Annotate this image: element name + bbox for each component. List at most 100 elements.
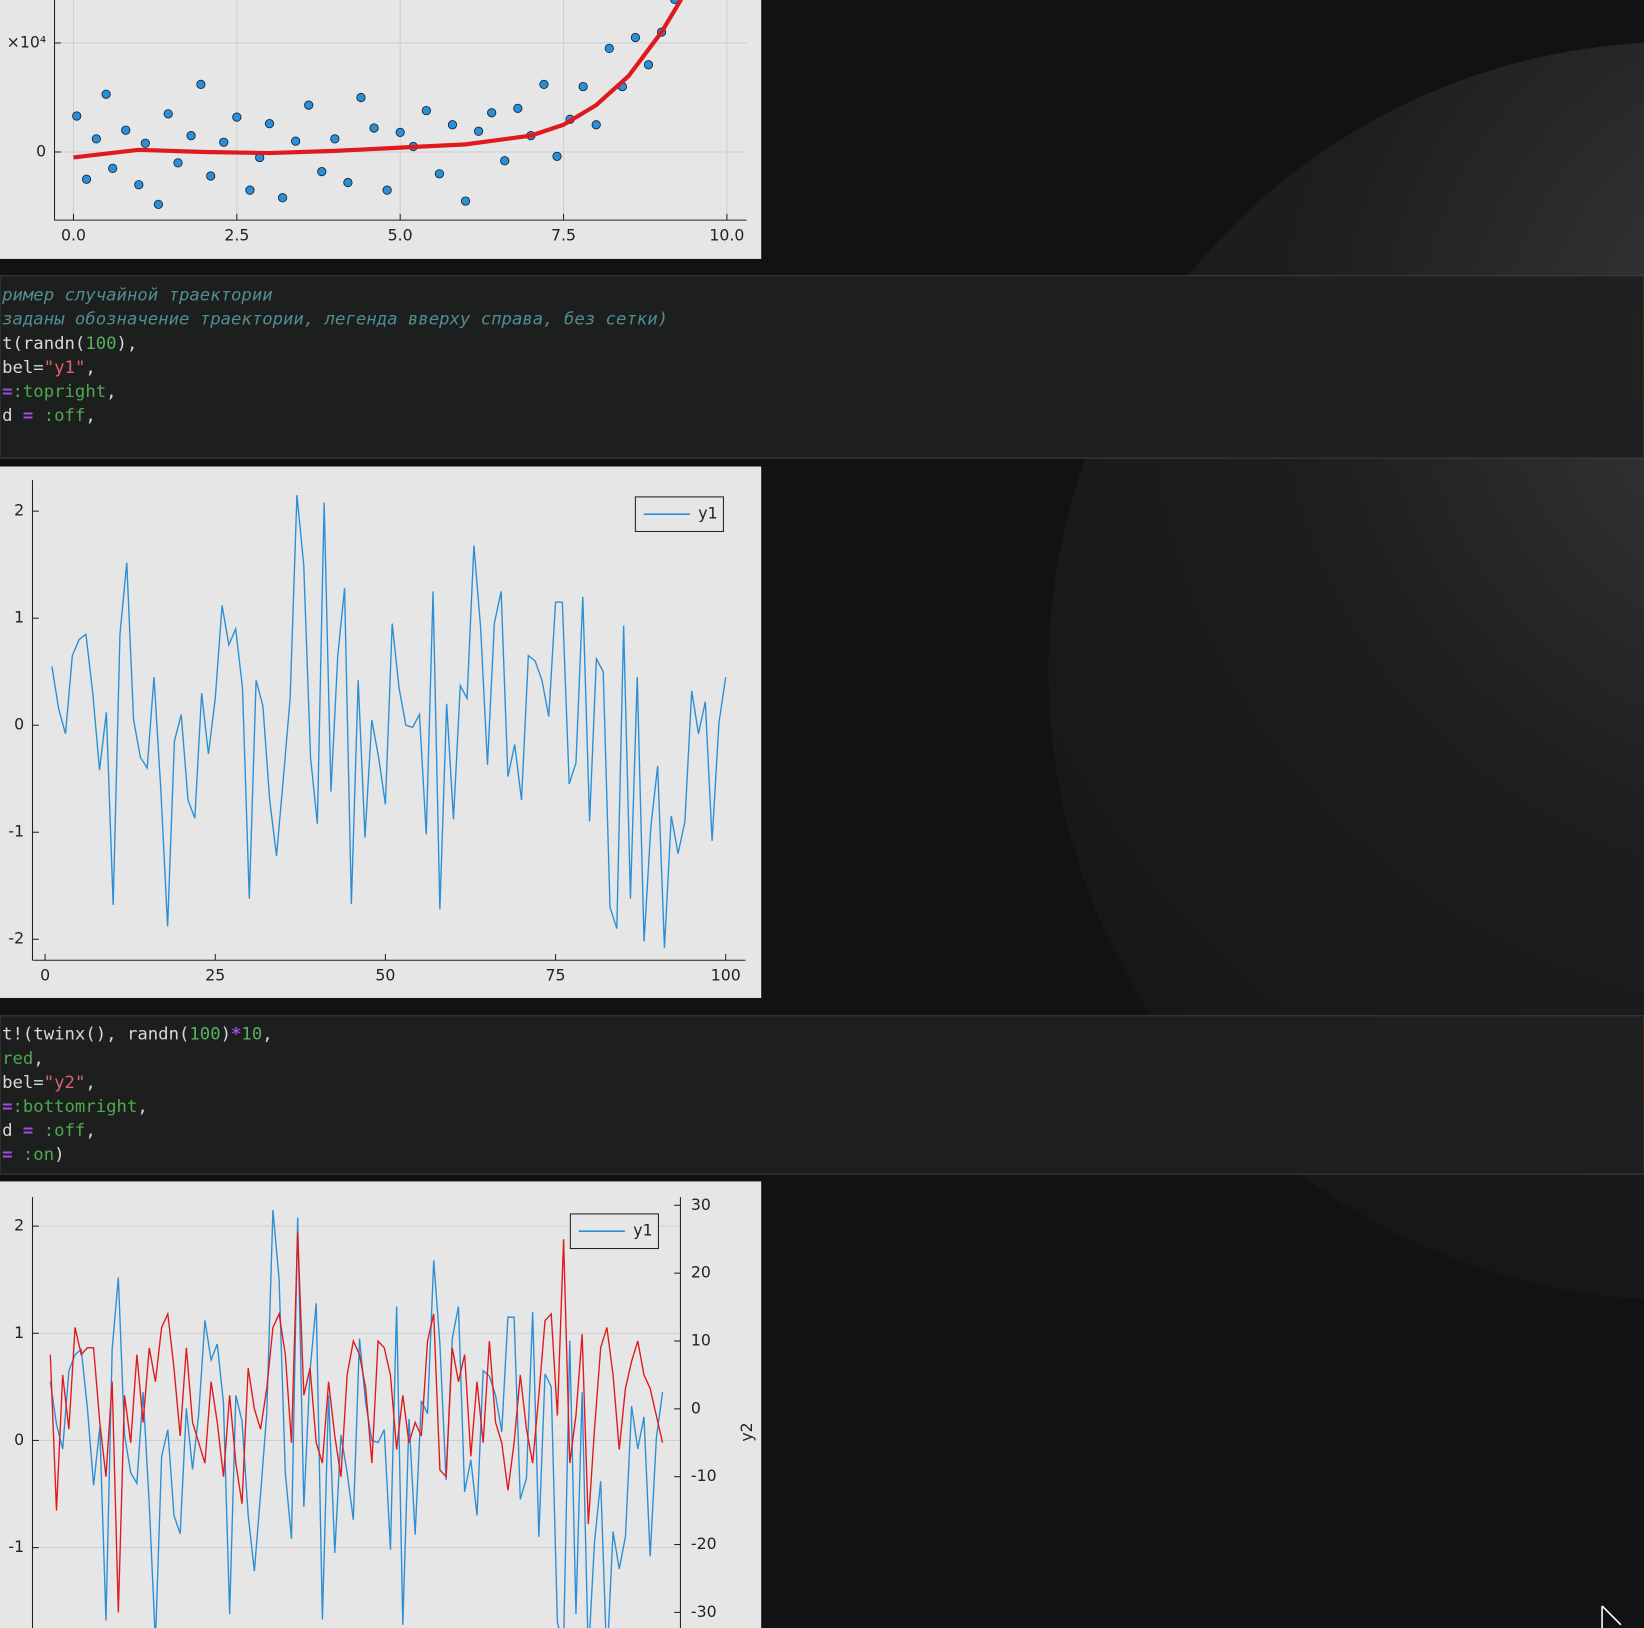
line-series	[51, 495, 727, 948]
scatter-point	[539, 79, 549, 90]
scatter-point	[630, 32, 641, 43]
code-token: =	[23, 1121, 33, 1141]
code-line: bel="y1",	[2, 358, 96, 378]
scatter-point	[356, 92, 366, 103]
code-token: )	[54, 1145, 64, 1165]
x-tick-label: 2.5	[224, 225, 249, 244]
code-token: t!(twinx(), randn(	[2, 1025, 189, 1045]
code-token: :off	[33, 1121, 85, 1141]
scatter-point	[317, 167, 327, 177]
code-token: заданы обозначение траектории, легенда в…	[2, 310, 668, 330]
plot-panel	[0, 1181, 762, 1628]
code-token: )	[221, 1025, 231, 1045]
y2-tick-label: -30	[691, 1602, 717, 1621]
code-token: :bottomright	[13, 1097, 138, 1117]
x-tick-label: 7.5	[551, 225, 576, 244]
code-token: d	[2, 1121, 23, 1141]
code-token: :on	[13, 1145, 55, 1165]
plot-panel	[0, 466, 762, 998]
code-token: red	[2, 1049, 33, 1069]
scatter-point	[487, 108, 497, 118]
y-tick-label: 0	[14, 1430, 24, 1449]
code-token: bel=	[2, 1073, 44, 1093]
code-token: "y1"	[44, 358, 86, 378]
scatter-point	[447, 120, 458, 130]
y-tick-label: 2	[14, 501, 24, 520]
code-token: =	[2, 1097, 12, 1117]
line-series	[49, 1232, 664, 1613]
x-tick-label: 100	[711, 965, 741, 984]
code-token: "y2"	[44, 1073, 86, 1093]
legend-label: y1	[633, 1221, 652, 1240]
scatter-point	[304, 100, 314, 110]
y2-tick-label: -10	[691, 1466, 717, 1485]
scatter-point	[153, 199, 164, 209]
x-tick-label: 75	[546, 965, 566, 984]
scatter-point	[121, 125, 131, 135]
code-token: d	[2, 406, 23, 426]
line-series	[73, 0, 683, 160]
scatter-point	[670, 0, 680, 4]
code-token: :topright	[13, 382, 107, 402]
scatter-point	[473, 126, 484, 136]
code-token: ,	[85, 1073, 95, 1093]
scatter-point	[140, 138, 150, 148]
scatter-point	[460, 196, 471, 206]
y-tick-label: 0	[14, 715, 24, 734]
scatter-point	[591, 120, 601, 130]
y-tick-label: ×10⁴	[7, 32, 46, 51]
code-token: =	[2, 1145, 12, 1165]
code-token: ,	[85, 1121, 95, 1141]
scatter-point	[434, 169, 445, 179]
scatter-point	[196, 79, 206, 90]
code-line: red,	[2, 1049, 44, 1069]
mouse-cursor	[1601, 1605, 1622, 1628]
scatter-point	[552, 151, 562, 161]
code-line: =:bottomright,	[2, 1097, 148, 1117]
x-tick-label: 25	[205, 965, 225, 984]
scatter-point	[395, 127, 405, 137]
code-token: :off	[33, 406, 85, 426]
code-line: =:topright,	[2, 382, 116, 402]
code-token: 100	[85, 334, 116, 354]
x-tick-label: 5.0	[388, 225, 413, 244]
code-line: ример случайной траектории	[1, 286, 273, 306]
y-tick-label: 0	[36, 141, 46, 160]
scatter-point	[245, 185, 255, 195]
y2-tick-label: 30	[691, 1195, 711, 1214]
y-tick-label: 1	[14, 1323, 24, 1342]
y2-tick-label: 20	[691, 1263, 711, 1282]
scatter-point	[643, 60, 654, 70]
code-token: ,	[33, 1049, 43, 1069]
scatter-point	[163, 109, 173, 119]
scatter-point	[264, 119, 275, 129]
code-line: d = :off,	[2, 1121, 96, 1141]
chart	[51, 495, 727, 948]
code-line: d = :off,	[2, 406, 96, 426]
code-cell[interactable]	[0, 275, 1644, 459]
legend-label: y1	[698, 504, 717, 523]
code-token: ,	[85, 406, 95, 426]
scatter-point	[101, 89, 111, 99]
chart	[54, 0, 747, 221]
scatter-point	[513, 103, 523, 113]
scatter-point	[219, 137, 229, 147]
code-cell[interactable]	[0, 1015, 1644, 1175]
scatter-point	[343, 177, 353, 188]
code-token: ,	[106, 382, 116, 402]
y2-tick-label: -20	[691, 1534, 717, 1553]
scatter-point	[382, 185, 392, 195]
scatter-point	[81, 174, 92, 184]
y2-axis-label: y2	[737, 1422, 756, 1441]
code-token: ,	[137, 1097, 147, 1117]
code-token: 100	[189, 1025, 220, 1045]
scatter-point	[578, 81, 588, 92]
scatter-point	[206, 171, 216, 181]
scatter-point	[330, 134, 340, 144]
scatter-point	[134, 180, 144, 190]
code-line: bel="y2",	[2, 1073, 96, 1093]
code-token: =	[2, 382, 12, 402]
scatter-point	[277, 193, 288, 203]
scatter-point	[232, 112, 242, 122]
